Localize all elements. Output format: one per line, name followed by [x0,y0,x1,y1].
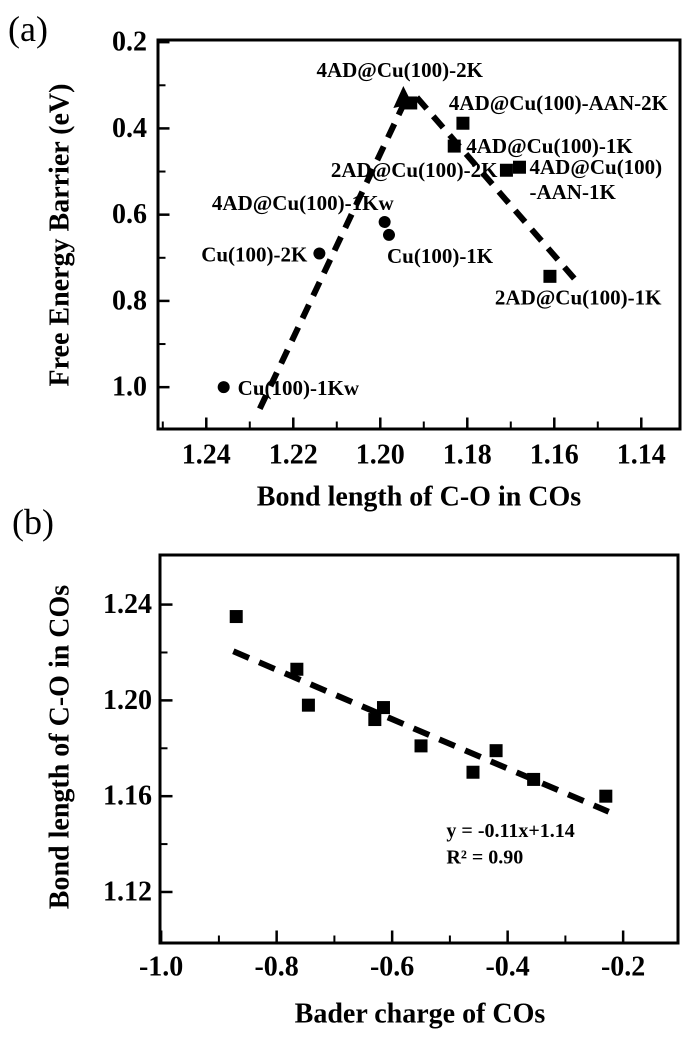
y-tick-label: 1.24 [103,589,152,620]
x-tick-label: -0.8 [254,952,298,983]
data-point [217,381,230,394]
data-point [499,163,513,177]
x-tick-label: -0.4 [485,952,529,983]
x-axis-title: Bader charge of COs [295,999,546,1030]
data-point [527,772,541,786]
data-point-label: 4AD@Cu(100)-2K [316,58,483,82]
x-tick-label: 1.20 [356,440,405,471]
y-tick-label: 1.0 [112,372,147,403]
data-point [368,713,382,727]
fit-annotation: y = -0.11x+1.14 [446,820,574,842]
data-point [489,744,503,758]
x-tick-label: 1.18 [443,440,492,471]
panel-a-chart [156,38,682,431]
y-tick-label: 0.6 [112,199,147,230]
data-point [512,160,526,174]
trend-line [232,648,610,815]
y-tick-label: 0.2 [112,27,147,58]
data-point [301,698,315,712]
x-tick-label: -0.6 [370,952,414,983]
data-point-label: 4AD@Cu(100)-AAN-2K [449,91,669,115]
x-tick-label: 1.22 [269,440,318,471]
x-tick-label: 1.16 [530,440,579,471]
data-point [378,215,391,228]
data-point [414,739,428,753]
y-tick-label: 1.12 [103,876,152,907]
y-tick-label: 1.20 [103,685,152,716]
data-point-label: 4AD@Cu(100)-1Kw [212,191,395,215]
fit-annotation: R² = 0.90 [446,846,523,868]
y-axis-title: Bond length of C-O in COs [45,585,76,909]
plot-box [156,38,682,431]
data-point-label: 4AD@Cu(100)-1K [466,134,633,158]
data-point-label: 2AD@Cu(100)-2K [331,158,498,182]
data-point [376,701,390,715]
data-point [447,139,461,153]
y-tick-label: 1.16 [103,781,152,812]
data-point [543,269,557,283]
trend-line [414,95,580,284]
y-tick-label: 0.8 [112,285,147,316]
panel-b-chart [158,553,680,945]
data-point-label: Cu(100)-1Kw [238,376,360,400]
data-point-label: Cu(100)-1K [387,244,494,268]
y-tick-label: 0.4 [112,113,147,144]
data-point [229,610,243,624]
data-point [599,789,613,803]
data-point [466,765,480,779]
panel-a-label: (a) [8,9,48,49]
data-point-label: 2AD@Cu(100)-1K [495,285,662,309]
data-point [404,96,418,110]
panel-b-label: (b) [12,502,54,542]
plot-box [158,553,680,945]
data-point [290,662,304,676]
data-point [382,228,395,241]
x-axis-title: Bond length of C-O in COs [257,482,581,513]
x-tick-label: -1.0 [139,952,183,983]
x-tick-label: 1.14 [617,440,666,471]
data-point [456,116,470,130]
data-point-label: Cu(100)-2K [201,242,308,266]
x-tick-label: -0.2 [601,952,645,983]
data-point-label: -AAN-1K [529,180,616,204]
y-axis-title: Free Energy Barrier (eV) [45,84,76,387]
x-tick-label: 1.24 [182,440,231,471]
data-point [313,247,326,260]
data-point-label: 4AD@Cu(100) [529,155,662,179]
trend-line [257,93,411,411]
